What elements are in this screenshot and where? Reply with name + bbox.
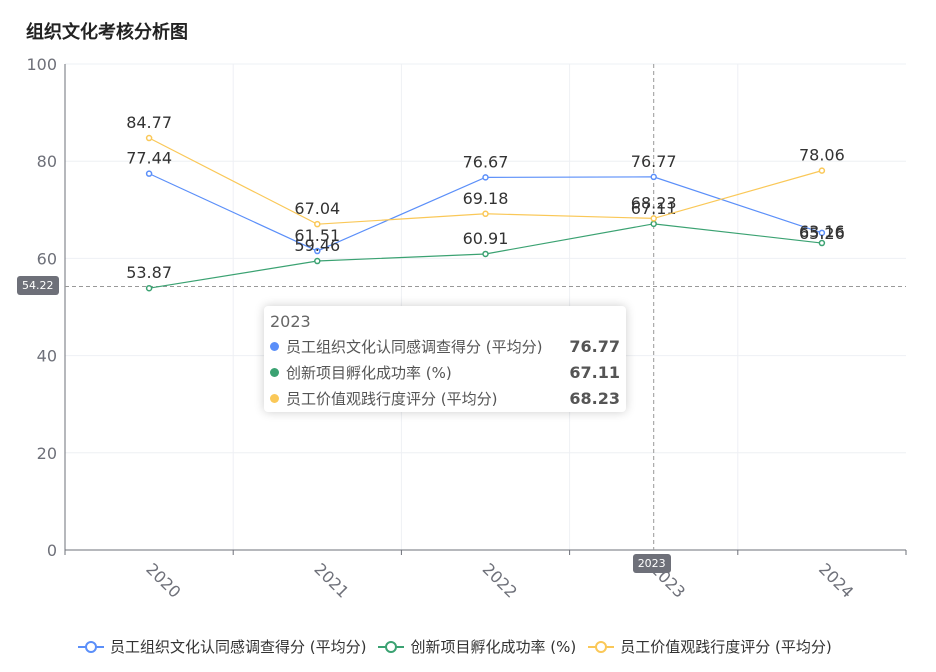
data-point: [818, 239, 826, 247]
data-point: [818, 167, 826, 174]
data-label: 59.46: [294, 236, 340, 255]
data-point: [145, 134, 153, 142]
y-tick-label: 0: [47, 541, 57, 560]
chart-title: 组织文化考核分析图: [26, 22, 188, 43]
legend-label: 员工价值观践行度评分 (平均分): [620, 638, 832, 656]
tooltip-row: 员工价值观践行度评分 (平均分) 68.23: [270, 388, 620, 408]
data-label: 65.26: [799, 224, 845, 243]
legend-line-icon: [378, 640, 405, 654]
data-point: [314, 220, 321, 228]
data-point: [482, 210, 489, 218]
data-point: [314, 247, 321, 255]
tooltip-dot: [270, 367, 279, 377]
data-point: [314, 257, 321, 265]
legend-label: 创新项目孵化成功率 (%): [410, 638, 577, 656]
y-tick-label: 40: [37, 347, 57, 366]
data-label: 84.77: [126, 113, 172, 132]
y-crosshair-badge: 54.22: [17, 276, 59, 296]
legend-item[interactable]: 员工价值观践行度评分 (平均分): [588, 636, 832, 657]
tooltip-dot: [270, 393, 279, 403]
data-point: [145, 284, 153, 292]
legend-label: 员工组织文化认同感调查得分 (平均分): [110, 638, 367, 656]
data-point: [650, 173, 657, 181]
data-label: 60.91: [463, 229, 509, 248]
data-label: 67.11: [631, 199, 677, 218]
x-crosshair-badge: 2023: [632, 554, 671, 573]
tooltip-series-name: 创新项目孵化成功率 (%): [286, 363, 452, 382]
data-point: [650, 220, 657, 228]
y-tick-label: 20: [37, 444, 57, 463]
legend-item[interactable]: 创新项目孵化成功率 (%): [378, 636, 576, 657]
data-label: 53.87: [126, 263, 172, 282]
data-label: 68.23: [631, 193, 677, 212]
tooltip-series-value: 68.23: [569, 388, 620, 408]
x-tick-label: 2024: [815, 559, 857, 601]
legend-line-icon: [588, 640, 615, 654]
x-tick-label: 2022: [479, 559, 521, 601]
data-point: [818, 229, 826, 237]
tooltip-row: 创新项目孵化成功率 (%) 67.11: [270, 362, 620, 382]
data-label: 61.51: [294, 226, 340, 245]
data-point: [650, 215, 657, 222]
data-label: 76.67: [463, 152, 509, 171]
legend-line-icon: [78, 640, 104, 654]
x-tick-label: 2020: [142, 559, 184, 601]
data-label: 69.18: [463, 189, 509, 208]
data-label: 63.16: [799, 222, 845, 241]
x-tick-label: 2021: [310, 559, 352, 601]
tooltip-series-name: 员工价值观践行度评分 (平均分): [286, 389, 498, 408]
data-point: [482, 250, 489, 258]
tooltip-series-value: 76.77: [569, 336, 620, 356]
tooltip-title: 2023: [270, 312, 311, 331]
data-point: [145, 170, 153, 177]
tooltip: 2023 员工组织文化认同感调查得分 (平均分) 76.77 创新项目孵化成功率…: [264, 306, 626, 412]
data-label: 76.77: [631, 152, 677, 171]
y-tick-label: 80: [37, 152, 57, 171]
data-label: 78.06: [799, 146, 845, 165]
tooltip-series-value: 67.11: [569, 362, 620, 382]
data-label: 67.04: [294, 199, 340, 218]
tooltip-series-name: 员工组织文化认同感调查得分 (平均分): [286, 337, 543, 356]
tooltip-dot: [270, 341, 279, 351]
legend: 员工组织文化认同感调查得分 (平均分) 创新项目孵化成功率 (%) 员工价值观践…: [78, 636, 832, 657]
y-tick-label: 100: [26, 55, 57, 74]
data-point: [482, 174, 489, 181]
legend-item[interactable]: 员工组织文化认同感调查得分 (平均分): [78, 636, 366, 657]
y-tick-label: 60: [37, 249, 57, 268]
tooltip-row: 员工组织文化认同感调查得分 (平均分) 76.77: [270, 336, 620, 356]
data-label: 77.44: [126, 149, 172, 168]
